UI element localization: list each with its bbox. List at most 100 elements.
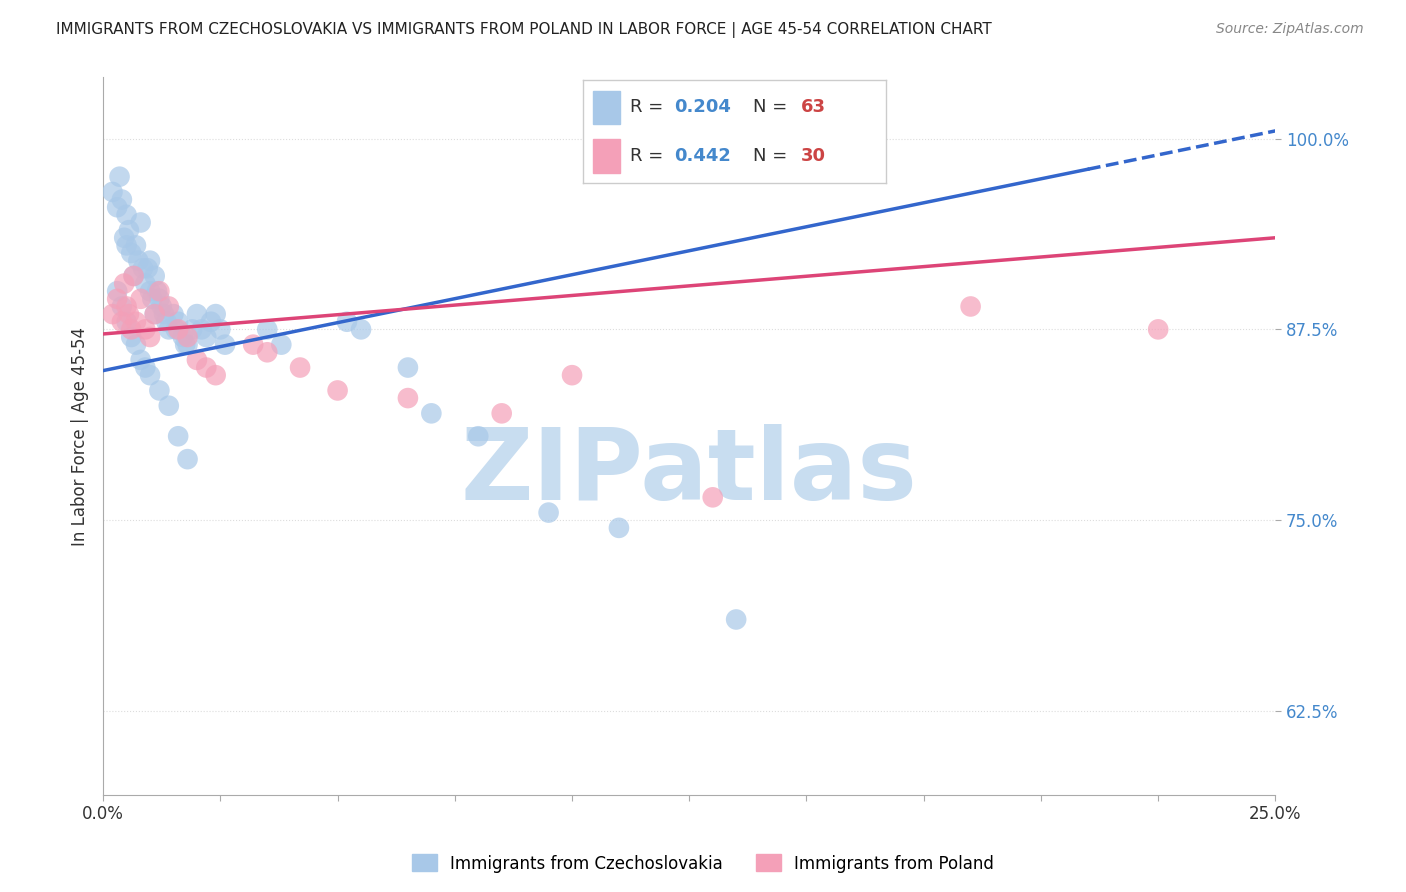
Text: 0.442: 0.442 <box>675 146 731 165</box>
Point <box>129 215 152 229</box>
Point <box>146 284 169 298</box>
Point <box>139 368 162 383</box>
Point <box>115 300 138 314</box>
Point <box>118 223 141 237</box>
Point <box>112 231 135 245</box>
Text: 30: 30 <box>801 146 827 165</box>
Point <box>141 292 163 306</box>
Text: R =: R = <box>630 98 669 117</box>
Point <box>153 307 176 321</box>
Point <box>115 315 138 329</box>
Point <box>157 322 180 336</box>
Point <box>204 307 226 321</box>
Point <box>167 322 190 336</box>
Point <box>181 322 204 336</box>
Text: R =: R = <box>630 146 669 165</box>
Point <box>256 322 278 336</box>
Text: 0.204: 0.204 <box>675 98 731 117</box>
Point <box>242 337 264 351</box>
Text: IMMIGRANTS FROM CZECHOSLOVAKIA VS IMMIGRANTS FROM POLAND IN LABOR FORCE | AGE 45: IMMIGRANTS FROM CZECHOSLOVAKIA VS IMMIGR… <box>56 22 993 38</box>
Point <box>195 360 218 375</box>
Point <box>101 307 124 321</box>
Point <box>326 384 349 398</box>
Point <box>143 307 166 321</box>
Point <box>127 253 149 268</box>
Point <box>120 330 142 344</box>
Point <box>108 169 131 184</box>
Point <box>139 284 162 298</box>
Point <box>125 337 148 351</box>
Text: Source: ZipAtlas.com: Source: ZipAtlas.com <box>1216 22 1364 37</box>
Point <box>420 406 443 420</box>
Point <box>148 384 170 398</box>
Point <box>122 268 145 283</box>
Point <box>396 360 419 375</box>
Point <box>607 521 630 535</box>
Point <box>167 429 190 443</box>
Point <box>134 277 156 291</box>
Point <box>396 391 419 405</box>
Point <box>129 352 152 367</box>
Text: N =: N = <box>752 98 793 117</box>
Point <box>125 315 148 329</box>
Point <box>209 322 232 336</box>
Point <box>125 238 148 252</box>
Bar <box>592 91 620 124</box>
Point <box>111 300 134 314</box>
Point <box>155 315 177 329</box>
Point <box>702 491 724 505</box>
Point <box>134 322 156 336</box>
Point <box>112 277 135 291</box>
Point <box>115 238 138 252</box>
Point <box>139 330 162 344</box>
Point <box>288 360 311 375</box>
Point <box>148 292 170 306</box>
Point <box>190 322 212 336</box>
Point <box>1147 322 1170 336</box>
Point <box>143 268 166 283</box>
Point <box>959 300 981 314</box>
Point <box>725 612 748 626</box>
Point <box>111 315 134 329</box>
Point <box>134 360 156 375</box>
Text: ZIPatlas: ZIPatlas <box>461 424 918 521</box>
Point <box>176 330 198 344</box>
Point <box>214 337 236 351</box>
Point <box>162 307 184 321</box>
Point <box>143 307 166 321</box>
Point <box>204 368 226 383</box>
Point <box>122 268 145 283</box>
Point <box>200 315 222 329</box>
Point <box>174 337 197 351</box>
Text: 63: 63 <box>801 98 827 117</box>
Point <box>150 300 173 314</box>
Point <box>176 337 198 351</box>
Point <box>165 322 187 336</box>
Point <box>467 429 489 443</box>
Point <box>537 506 560 520</box>
Point <box>186 352 208 367</box>
Point <box>120 322 142 336</box>
Point <box>350 322 373 336</box>
Point <box>491 406 513 420</box>
Bar <box>592 139 620 173</box>
Point <box>148 284 170 298</box>
Point <box>115 208 138 222</box>
Point <box>105 200 128 214</box>
Point <box>186 307 208 321</box>
Point <box>139 253 162 268</box>
Point <box>105 292 128 306</box>
Point <box>157 399 180 413</box>
Y-axis label: In Labor Force | Age 45-54: In Labor Force | Age 45-54 <box>72 326 89 546</box>
Point <box>105 284 128 298</box>
Point <box>172 330 194 344</box>
Point <box>101 185 124 199</box>
Point <box>136 261 159 276</box>
Point <box>270 337 292 351</box>
Legend: Immigrants from Czechoslovakia, Immigrants from Poland: Immigrants from Czechoslovakia, Immigran… <box>405 847 1001 880</box>
Point <box>129 292 152 306</box>
Text: N =: N = <box>752 146 793 165</box>
Point <box>561 368 583 383</box>
Point <box>176 452 198 467</box>
Point <box>157 300 180 314</box>
